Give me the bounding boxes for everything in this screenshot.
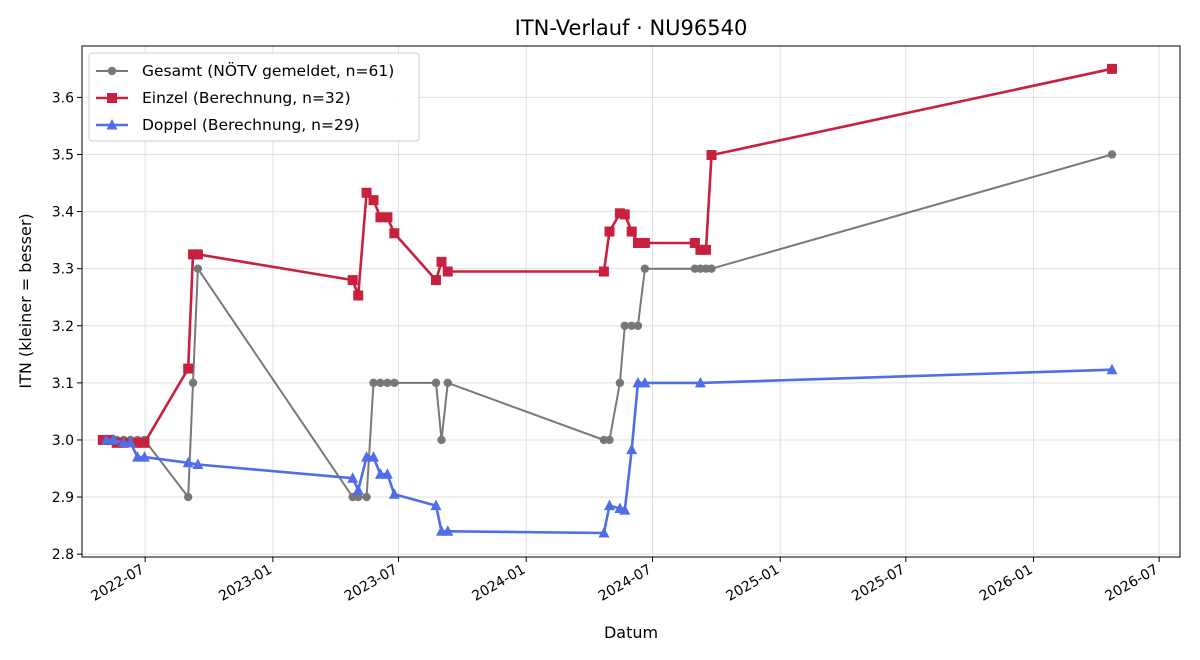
legend-box [88, 52, 420, 142]
legend-entry [96, 93, 128, 103]
data-point [125, 436, 137, 448]
data-point [183, 363, 194, 374]
data-point [633, 321, 643, 330]
data-point [374, 468, 386, 479]
data-point [188, 378, 198, 388]
data-point [368, 451, 380, 462]
series-layer [97, 63, 1118, 538]
data-point [368, 195, 379, 206]
data-point [132, 437, 143, 448]
data-point [442, 525, 454, 536]
y-tick-label: 3.1 [52, 376, 74, 392]
data-point [389, 228, 400, 239]
series-triangle [100, 363, 1118, 538]
data-point [354, 492, 363, 502]
data-point [192, 249, 203, 260]
data-point [689, 237, 700, 248]
data-point [139, 437, 150, 448]
y-tick-label: 3.6 [52, 90, 74, 106]
data-point [632, 376, 644, 388]
data-point [632, 237, 643, 248]
x-axis-label: Datum [604, 623, 658, 642]
data-point [640, 264, 650, 273]
data-point [619, 504, 631, 515]
legend-label: Gesamt (NÖTV gemeldet, n=61) [142, 61, 394, 80]
data-point [1106, 63, 1117, 74]
legend-entry [96, 119, 128, 130]
data-point [615, 378, 625, 388]
legend-label: Doppel (Berechnung, n=29) [142, 116, 360, 134]
legend-label: Einzel (Berechnung, n=32) [142, 89, 351, 107]
data-point [362, 492, 371, 502]
series-square [97, 63, 1117, 448]
y-tick-label: 2.9 [52, 490, 74, 506]
y-tick-label: 3.2 [52, 319, 74, 335]
data-point [347, 472, 359, 483]
y-tick-label: 3.5 [52, 147, 74, 163]
data-point [605, 435, 614, 445]
data-point [431, 378, 441, 388]
data-point [376, 378, 385, 388]
y-tick-label: 3.4 [52, 205, 74, 221]
y-tick-label: 2.8 [52, 547, 74, 563]
data-point [626, 443, 638, 455]
data-point [383, 378, 392, 388]
data-point [639, 237, 650, 248]
data-point [1106, 363, 1118, 375]
data-point [361, 187, 372, 198]
data-point [107, 433, 119, 445]
y-tick-label: 3.0 [52, 433, 74, 449]
data-point [700, 244, 711, 255]
plot-frame [81, 45, 1181, 558]
data-point [604, 226, 615, 237]
y-axis-label: ITN (kleiner = besser) [16, 213, 35, 388]
legend-marker [107, 66, 117, 76]
data-point [369, 378, 378, 388]
data-point [430, 499, 442, 511]
data-point [118, 436, 130, 448]
data-point [1107, 150, 1117, 159]
data-point [619, 209, 630, 220]
data-point [388, 488, 400, 499]
data-point [375, 212, 386, 223]
data-point [620, 321, 629, 330]
data-point [639, 376, 651, 388]
chart-title: ITN-Verlauf · NU96540 [515, 16, 748, 40]
data-point [182, 456, 194, 468]
data-point [443, 378, 452, 388]
legend-entry [96, 66, 128, 76]
data-point [695, 244, 706, 255]
data-point [97, 434, 108, 445]
legend-marker [107, 93, 117, 103]
data-point [361, 451, 373, 462]
data-point [626, 226, 637, 237]
data-point [707, 264, 716, 273]
data-point [603, 499, 615, 511]
data-point [694, 376, 706, 388]
data-point [390, 378, 399, 388]
data-point [598, 266, 609, 277]
data-point [627, 321, 636, 330]
data-point [100, 433, 112, 445]
legend: Gesamt (NÖTV gemeldet, n=61) Einzel (Bere… [88, 52, 420, 142]
data-point [353, 290, 364, 301]
data-point [436, 256, 447, 267]
data-point [347, 275, 358, 286]
data-point [706, 150, 717, 161]
data-point [138, 451, 150, 462]
data-point [437, 435, 446, 445]
data-point [382, 212, 393, 223]
data-point [192, 458, 204, 470]
y-tick-label: 3.3 [52, 262, 74, 278]
data-point [352, 484, 364, 495]
data-point [598, 527, 610, 538]
data-point [442, 266, 453, 277]
data-point [132, 451, 144, 462]
data-point [183, 492, 193, 502]
data-point [381, 468, 393, 479]
data-point [193, 264, 203, 273]
legend-marker [106, 119, 118, 130]
data-point [430, 275, 441, 286]
